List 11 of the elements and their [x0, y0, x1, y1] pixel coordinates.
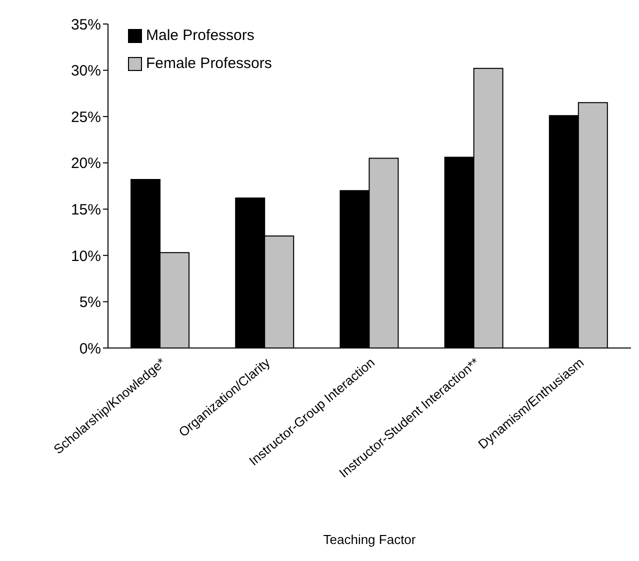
y-tick-label: 30%: [70, 62, 101, 80]
y-tick-label: 25%: [70, 108, 101, 126]
legend-label: Male Professors: [146, 26, 254, 46]
y-tick-label: 10%: [70, 248, 101, 265]
y-tick-label: 15%: [70, 201, 101, 218]
y-tick-label: 5%: [79, 294, 101, 312]
y-tick-label: 20%: [70, 155, 101, 172]
legend-label: Female Professors: [146, 54, 272, 74]
y-tick-label: 35%: [70, 16, 101, 34]
x-axis-title: Teaching Factor: [323, 532, 416, 547]
y-tick-label: 0%: [79, 340, 101, 358]
